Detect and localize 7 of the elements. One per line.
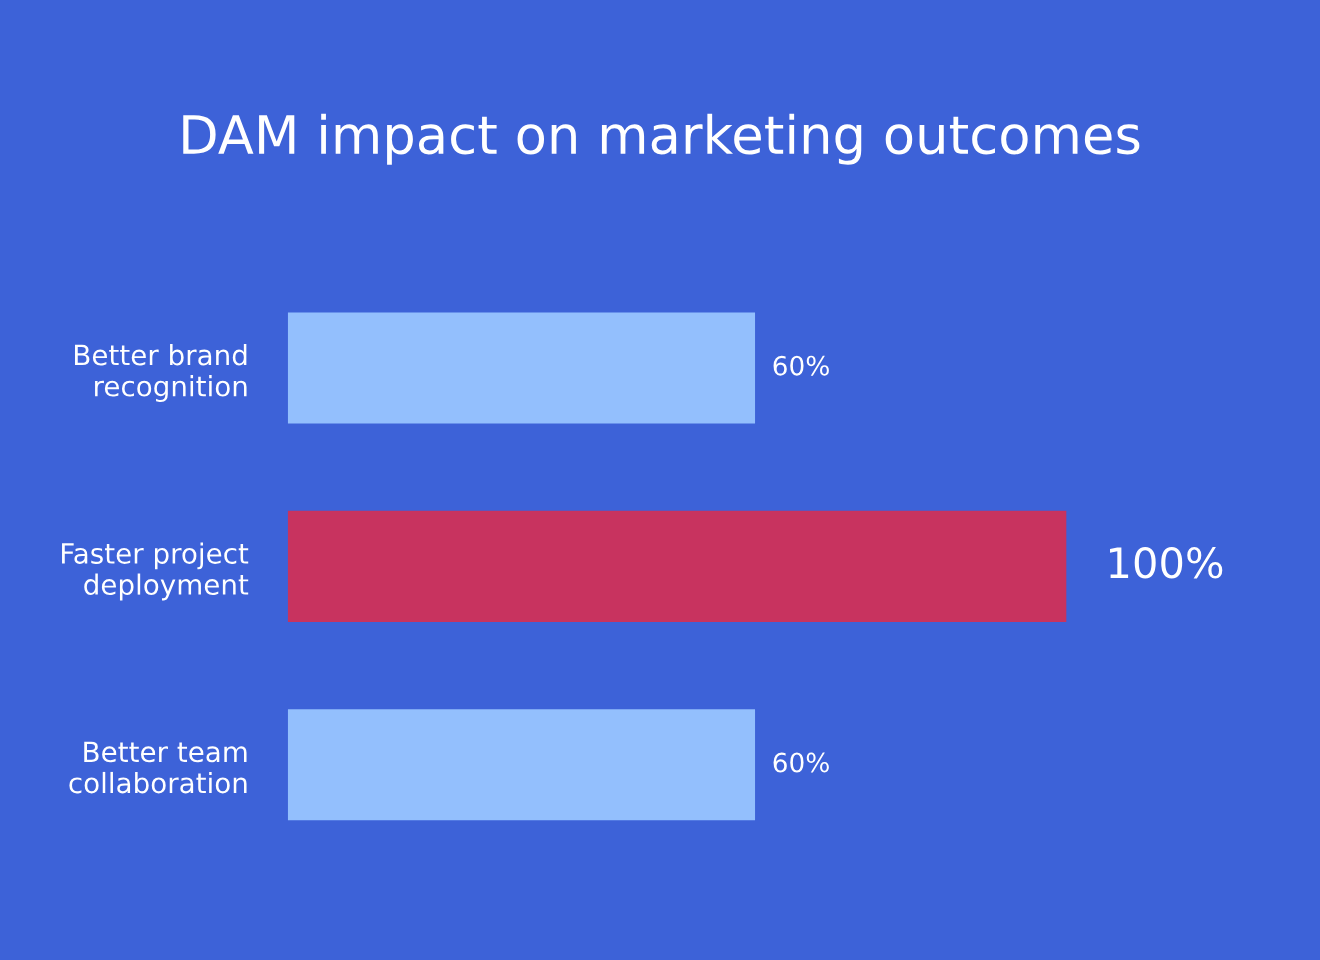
data-label: 60% [773, 752, 829, 773]
chart-title: DAM impact on marketing outcomes [183, 113, 1140, 165]
data-label: 100% [1110, 546, 1223, 579]
y-tick-label: Faster project deployment [62, 542, 249, 601]
y-tick-label: Better team collaboration [69, 741, 247, 794]
data-label: 60% [773, 355, 829, 376]
y-tick-label: Better brand recognition [75, 344, 247, 402]
